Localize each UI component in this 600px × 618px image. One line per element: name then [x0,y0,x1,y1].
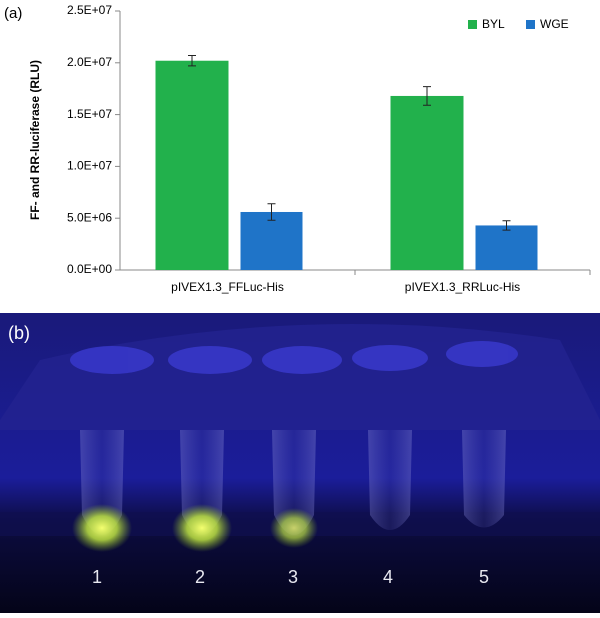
y-tick-label: 1.0E+07 [67,159,112,173]
tube-label: 4 [383,567,393,587]
tube-caps [70,341,518,374]
bar [240,211,303,270]
bar [155,60,229,271]
bar [390,95,464,271]
legend-label: BYL [482,17,505,31]
tube-label: 1 [92,567,102,587]
y-tick-label: 0.0E+00 [67,262,112,276]
legend-swatch [468,20,477,29]
panel-label: (b) [8,323,30,343]
tube-label: 2 [195,567,205,587]
y-axis-label: FF- and RR-luciferase (RLU) [28,60,42,220]
tube-label: 3 [288,567,298,587]
bar [475,225,538,270]
legend-swatch [526,20,535,29]
tubes [72,430,506,552]
error-bar [267,203,276,221]
photo: 1 2 3 4 5 (b) [0,313,600,613]
tube-label: 5 [479,567,489,587]
legend-label: WGE [540,17,569,31]
y-tick-label: 1.5E+07 [67,107,112,121]
y-tick-label: 5.0E+06 [67,210,112,224]
y-tick-label: 2.0E+07 [67,55,112,69]
panel-label: (a) [4,5,22,22]
error-bar [502,220,511,231]
error-bar [188,55,196,67]
x-tick-label: pIVEX1.3_FFLuc-His [171,280,284,294]
y-tick-label: 2.5E+07 [67,3,112,17]
error-bar [423,86,431,106]
x-tick-label: pIVEX1.3_RRLuc-His [405,280,520,294]
